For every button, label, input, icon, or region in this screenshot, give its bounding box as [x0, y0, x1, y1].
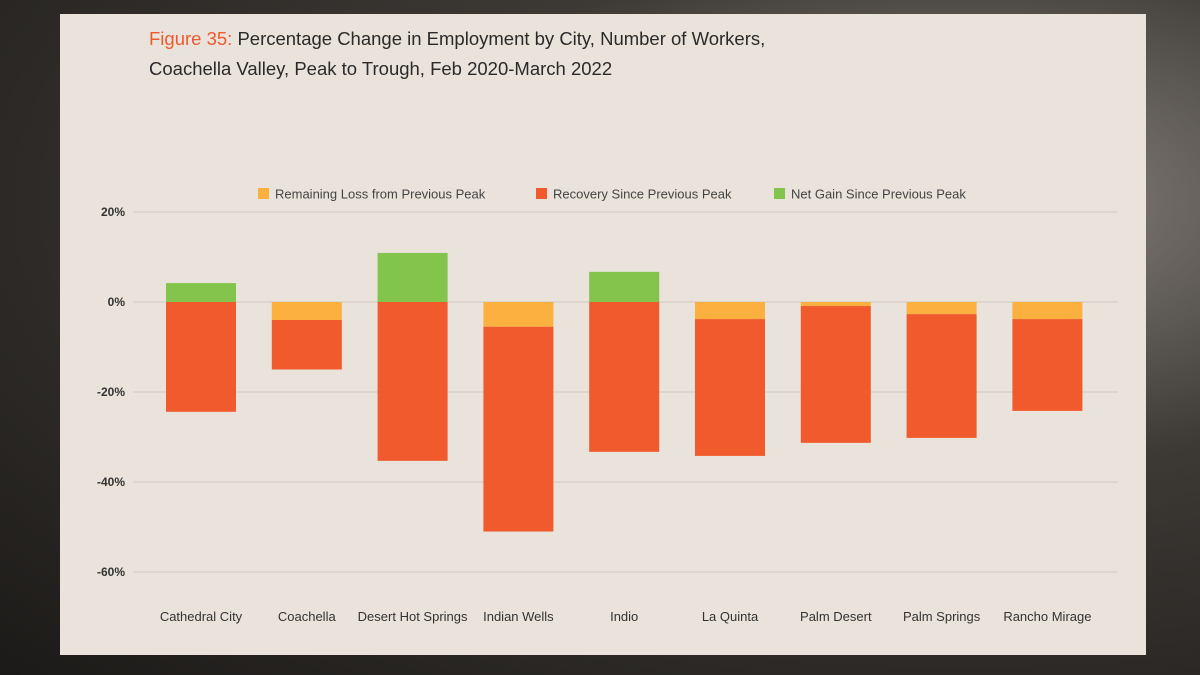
y-tick-label: -40% — [97, 475, 125, 489]
bar-remaining-loss — [483, 302, 554, 327]
figure-number: Figure 35: — [149, 28, 233, 49]
legend-label: Recovery Since Previous Peak — [553, 187, 732, 202]
chart-title: Figure 35: Percentage Change in Employme… — [149, 24, 765, 84]
bar-recovery — [589, 302, 660, 452]
x-tick-label: Cathedral City — [160, 609, 243, 624]
bar-recovery — [906, 314, 977, 438]
x-tick-label: La Quinta — [702, 609, 759, 624]
title-line-1: Percentage Change in Employment by City,… — [237, 28, 766, 49]
y-tick-label: 20% — [101, 205, 125, 219]
bar-remaining-loss — [1012, 302, 1083, 320]
bar-remaining-loss — [906, 302, 977, 315]
bar-net-gain — [377, 252, 448, 302]
x-tick-label: Indio — [610, 609, 638, 624]
legend-label: Net Gain Since Previous Peak — [791, 187, 966, 202]
legend-swatch — [536, 188, 547, 199]
x-tick-label: Desert Hot Springs — [358, 609, 468, 624]
x-tick-label: Palm Springs — [903, 609, 981, 624]
legend-swatch — [774, 188, 785, 199]
x-tick-label: Palm Desert — [800, 609, 872, 624]
bar-net-gain — [589, 271, 660, 302]
bar-recovery — [271, 320, 342, 370]
x-tick-label: Rancho Mirage — [1003, 609, 1091, 624]
bar-recovery — [695, 319, 765, 456]
x-tick-label: Coachella — [278, 609, 337, 624]
bar-net-gain — [166, 283, 236, 302]
bar-recovery — [166, 302, 236, 412]
bar-remaining-loss — [271, 302, 342, 320]
bar-remaining-loss — [695, 302, 765, 320]
bar-remaining-loss — [800, 302, 871, 307]
bar-recovery — [800, 306, 871, 443]
y-tick-label: -60% — [97, 565, 125, 579]
title-line-2: Coachella Valley, Peak to Trough, Feb 20… — [149, 58, 613, 79]
y-tick-label: -20% — [97, 385, 125, 399]
x-tick-label: Indian Wells — [483, 609, 554, 624]
legend-swatch — [258, 188, 269, 199]
bar-recovery — [377, 302, 448, 461]
y-tick-label: 0% — [108, 295, 126, 309]
bar-recovery — [1012, 319, 1083, 411]
bar-recovery — [483, 326, 554, 532]
legend-label: Remaining Loss from Previous Peak — [275, 187, 486, 202]
